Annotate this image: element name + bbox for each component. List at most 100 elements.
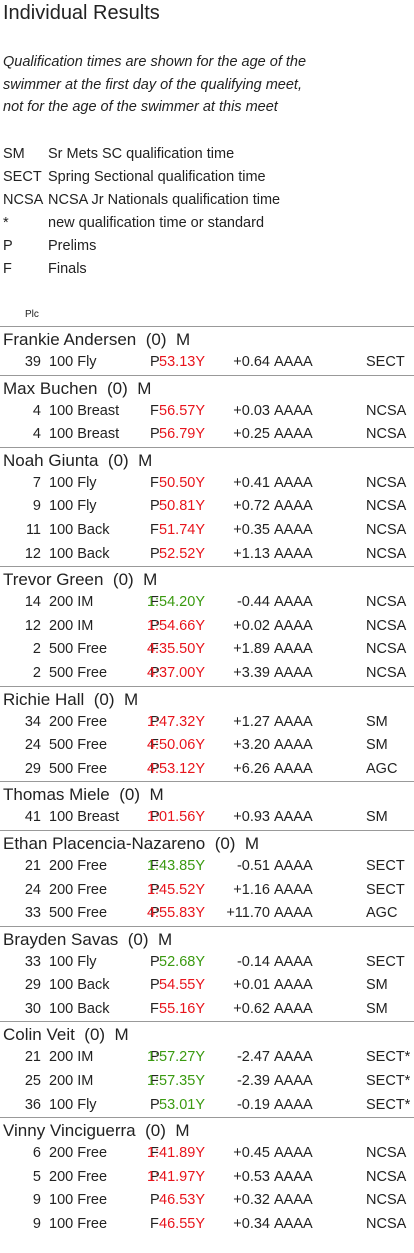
notes: Qualification times are shown for the ag… [3,51,306,119]
event: 200 Free [49,857,108,874]
diff: +0.45 [233,1145,270,1162]
place: 7 [32,474,41,491]
diff: +1.13 [233,545,270,562]
event: 200 IM [49,1073,94,1090]
round: F [150,402,159,419]
place: 2 [32,664,41,681]
event: 200 Free [49,881,108,898]
swimmer: Colin Veit (0) M 21 200 IM P 1:57.27Y -2.47 AA… [0,1021,414,1117]
level: AAAA [274,474,313,491]
standard: NCSA [366,1145,407,1162]
time: 1:01.56Y [146,809,205,826]
level: AAAA [274,617,313,634]
legend-code: F [3,261,12,277]
time: 4:37.00Y [146,664,205,681]
standard: SECT* [366,1049,411,1066]
result-row: 12 100 Back P 52.52Y +1.13 AAAA NCSA [0,543,414,567]
round: F [150,474,159,491]
level: AAAA [274,1168,313,1185]
standard: NCSA [366,426,407,443]
swimmer-header: Colin Veit (0) M [0,1022,414,1046]
place: 29 [24,977,41,994]
diff: +0.01 [233,977,270,994]
level: AAAA [274,857,313,874]
time: 52.68Y [159,953,205,970]
legend-code: SM [3,146,25,162]
standard: SECT [366,953,405,970]
time: 4:53.12Y [146,760,205,777]
result-row: 36 100 Fly P 53.01Y -0.19 AAAA SECT* [0,1094,414,1118]
place: 21 [24,1049,41,1066]
result-row: 39 100 Fly P 53.13Y +0.64 AAAA SECT [0,351,414,375]
swimmer-header: Brayden Savas (0) M [0,927,414,951]
swimmer-header: Noah Giunta (0) M [0,448,414,472]
round: P [150,905,160,922]
place: 39 [24,354,41,370]
swimmer-header: Richie Hall (0) M [0,687,414,711]
title: Individual Results [3,2,160,24]
result-row: 4 100 Breast F 56.57Y +0.03 AAAA NCSA [0,400,414,424]
swimmer-gender: M [143,570,158,590]
swimmer-age: (0) [145,1121,166,1141]
note-line: not for the age of the swimmer at this m… [3,99,278,115]
swimmer-gender: M [137,378,152,398]
round: F [150,521,159,538]
place: 9 [32,498,41,515]
standard: NCSA [366,498,407,515]
diff: +0.03 [233,402,270,419]
standard: SECT [366,354,405,370]
level: AAAA [274,737,313,754]
event: 100 Breast [49,809,120,826]
round: P [150,1168,160,1185]
time: 46.53Y [159,1192,205,1209]
round: F [150,1145,159,1162]
standard: SECT [366,881,405,898]
legend-row: P Prelims [3,235,280,258]
time: 46.55Y [159,1216,205,1233]
standard: SM [366,737,388,754]
level: AAAA [274,426,313,443]
result-row: 9 100 Fly P 50.81Y +0.72 AAAA NCSA [0,495,414,519]
place: 41 [24,809,41,826]
place: 9 [32,1216,41,1233]
swimmer-name: Vinny Vinciguerra [3,1121,136,1141]
event: 100 Back [49,977,110,994]
level: AAAA [274,354,313,370]
swimmer-name: Ethan Placencia-Nazareno [3,833,206,853]
round: F [150,1216,159,1233]
place: 2 [32,641,41,658]
place: 33 [24,905,41,922]
swimmer-gender: M [138,450,153,470]
legend-row: NCSA NCSA Jr Nationals qualification time [3,189,280,212]
round: P [150,498,160,515]
legend-code: SECT [3,169,42,185]
diff: +0.32 [233,1192,270,1209]
round: F [150,857,159,874]
legend-code: NCSA [3,192,44,208]
time: 1:47.32Y [146,713,205,730]
diff: +0.41 [233,474,270,491]
plc-header: Plc [25,309,39,320]
level: AAAA [274,760,313,777]
swimmer: Thomas Miele (0) M 41 100 Breast P 1:01.56Y +… [0,781,414,830]
place: 21 [24,857,41,874]
place: 29 [24,760,41,777]
event: 100 Breast [49,402,120,419]
swimmer-age: (0) [84,1025,106,1045]
round: P [150,809,160,826]
round: P [150,545,160,562]
place: 24 [24,737,41,754]
swimmer-age: (0) [127,929,149,949]
time: 50.50Y [159,474,205,491]
swimmer: Noah Giunta (0) M 7 100 Fly F 50.50Y +0.41 AAA… [0,446,414,567]
place: 11 [25,521,41,538]
diff: -2.47 [236,1049,270,1066]
round: F [150,641,159,658]
event: 200 Free [49,1145,108,1162]
result-row: 24 200 Free P 1:45.52Y +1.16 AAAA SECT [0,879,414,903]
result-row: 7 100 Fly F 50.50Y +0.41 AAAA NCSA [0,472,414,496]
swimmer: Max Buchen (0) M 4 100 Breast F 56.57Y +0.03 A… [0,374,414,447]
time: 50.81Y [159,498,205,515]
level: AAAA [274,664,313,681]
event: 500 Free [49,737,108,754]
